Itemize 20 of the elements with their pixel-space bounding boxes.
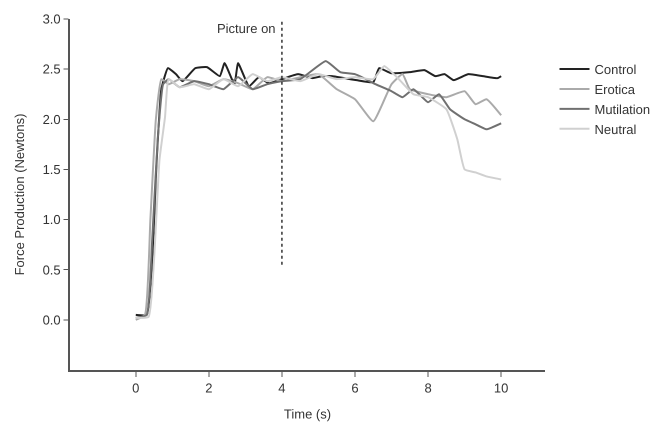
y-axis-title: Force Production (Newtons) (12, 114, 28, 276)
y-tick-label: 3.0 (42, 12, 61, 27)
x-tick-label: 10 (494, 380, 508, 396)
y-tick-label: 1.0 (42, 212, 61, 228)
y-tick-label: 0.0 (42, 312, 61, 328)
x-tick-label: 8 (424, 380, 432, 396)
legend-label: Control (594, 62, 637, 78)
y-tick-label: 1.5 (42, 162, 61, 177)
legend-label: Erotica (594, 82, 636, 98)
ref-line-label: Picture on (217, 21, 276, 36)
legend-label: Neutral (594, 122, 637, 137)
x-tick-label: 2 (205, 380, 212, 396)
y-tick-label: 0.5 (42, 262, 61, 278)
legend-label: Mutilation (594, 102, 650, 117)
x-tick-label: 4 (278, 380, 286, 396)
x-tick-label: 0 (132, 380, 140, 396)
x-tick-label: 6 (351, 380, 359, 396)
y-tick-label: 2.5 (42, 62, 61, 77)
x-axis-title: Time (s) (284, 406, 332, 422)
y-tick-label: 2.0 (42, 112, 61, 127)
